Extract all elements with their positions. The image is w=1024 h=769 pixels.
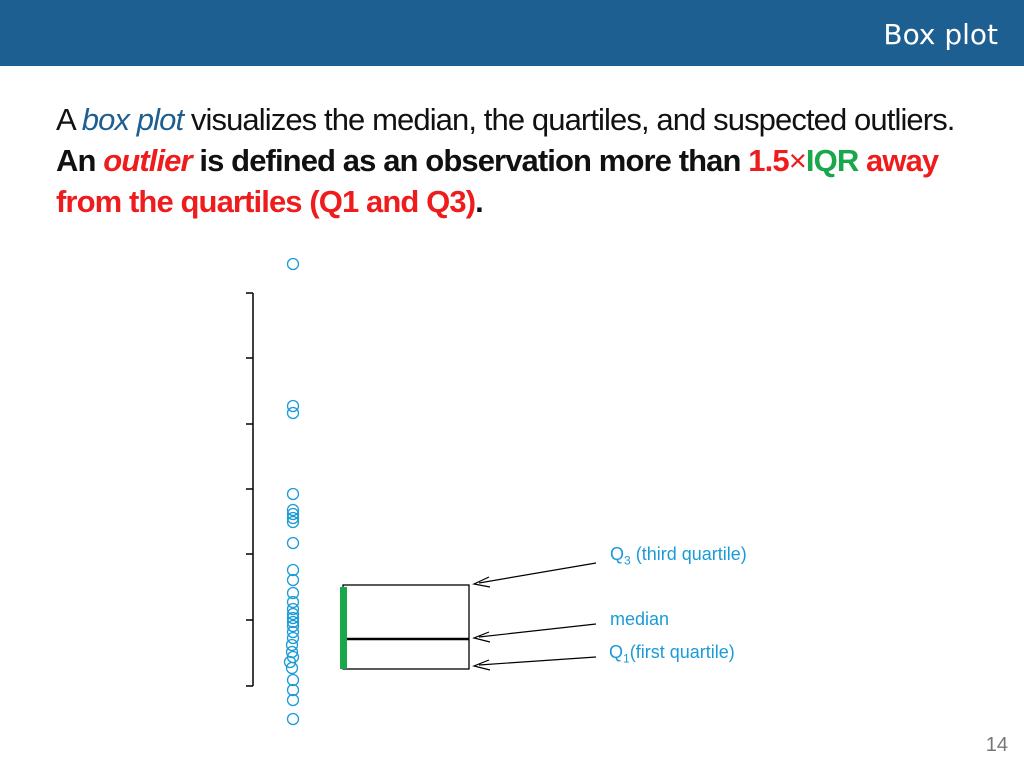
- q1-subscript: 1: [623, 651, 630, 666]
- data-point: [286, 511, 300, 525]
- q3-symbol: Q: [610, 544, 625, 564]
- intro-away: away from the quartiles (Q1 and Q3): [56, 143, 939, 219]
- y-axis: [246, 292, 254, 687]
- q3-arrow-head: [472, 576, 491, 588]
- intro-period: .: [475, 184, 484, 219]
- data-point: [286, 586, 300, 600]
- whisker-highlight: [340, 587, 347, 669]
- data-point: [286, 619, 300, 633]
- data-point: [286, 487, 300, 501]
- data-point: [286, 573, 300, 587]
- data-point: [286, 673, 300, 687]
- q1-text: (first quartile): [629, 642, 735, 662]
- data-point: [283, 655, 297, 669]
- q3-arrow-line: [478, 562, 597, 584]
- median-arrow-line: [478, 623, 597, 638]
- intro-defined: is defined as an observation more than: [191, 143, 749, 178]
- q1-symbol: Q: [609, 642, 624, 662]
- intro-a: A: [56, 102, 82, 137]
- page-number: 14: [985, 734, 1008, 756]
- data-point: [286, 712, 300, 726]
- data-point: [286, 536, 300, 550]
- q3-text: (third quartile): [630, 544, 747, 564]
- data-points: [283, 257, 300, 726]
- median-label: median: [610, 609, 670, 629]
- box-rect: [342, 584, 470, 670]
- factor-value: 1.5: [748, 143, 789, 178]
- intro-an: An: [56, 143, 104, 178]
- q1-arrow-line: [478, 656, 597, 666]
- data-point: [286, 503, 300, 517]
- q3-label: Q3 (third quartile): [610, 544, 747, 568]
- q1-arrow-head: [472, 659, 491, 671]
- term-outlier: outlier: [103, 143, 192, 178]
- data-point: [286, 625, 300, 639]
- data-point: [286, 683, 300, 697]
- data-point: [286, 615, 300, 629]
- data-point: [285, 661, 299, 675]
- data-point: [286, 406, 300, 420]
- data-point: [286, 602, 300, 616]
- intro-rest: visualizes the median, the quartiles, an…: [183, 102, 956, 137]
- median-arrow-head: [472, 631, 491, 643]
- box: [340, 584, 470, 670]
- data-point: [286, 693, 300, 707]
- intro-paragraph: A box plot visualizes the median, the qu…: [56, 99, 956, 222]
- data-point: [286, 399, 300, 413]
- data-point: [286, 515, 300, 529]
- q1-label: Q1(first quartile): [609, 642, 735, 666]
- data-point: [286, 607, 300, 621]
- q3-subscript: 3: [624, 553, 631, 568]
- data-point: [286, 611, 300, 625]
- times-sign: ×: [788, 143, 807, 178]
- data-point: [286, 631, 300, 645]
- annotation-arrows: [472, 562, 597, 671]
- data-point: [286, 563, 300, 577]
- term-iqr: IQR: [805, 143, 859, 178]
- data-point: [286, 595, 300, 609]
- data-point: [286, 507, 300, 521]
- data-point: [285, 638, 299, 652]
- slide-title: Box plot: [883, 18, 998, 51]
- data-point: [286, 257, 300, 271]
- term-box-plot: box plot: [81, 102, 184, 137]
- title-bar: Box plot: [0, 0, 1024, 66]
